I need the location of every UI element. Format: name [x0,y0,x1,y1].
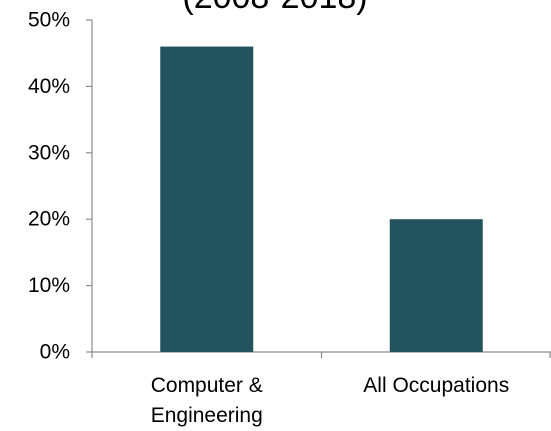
y-tick-label: 50% [28,9,70,32]
bars [160,46,483,353]
bar [160,46,254,353]
x-category-label-line: Engineering [151,404,263,427]
x-category-label-line: Computer & [151,374,263,397]
y-tick-label: 0% [40,341,70,364]
bar [389,219,483,352]
y-tick-labels: 0% 10% 20% 30% 40% 50% [28,9,70,364]
x-category-label: All Occupations [363,374,509,397]
y-tick-label: 30% [28,141,70,164]
x-category-label-line: All Occupations [363,374,509,397]
y-tick-label: 10% [28,274,70,297]
x-category-label: Computer & Engineering [151,374,263,427]
chart-title: (2008-2018) [182,0,367,16]
category-labels: Computer & Engineering All Occupations [151,374,510,427]
y-tick-label: 40% [28,75,70,98]
y-tick-label: 20% [28,208,70,231]
